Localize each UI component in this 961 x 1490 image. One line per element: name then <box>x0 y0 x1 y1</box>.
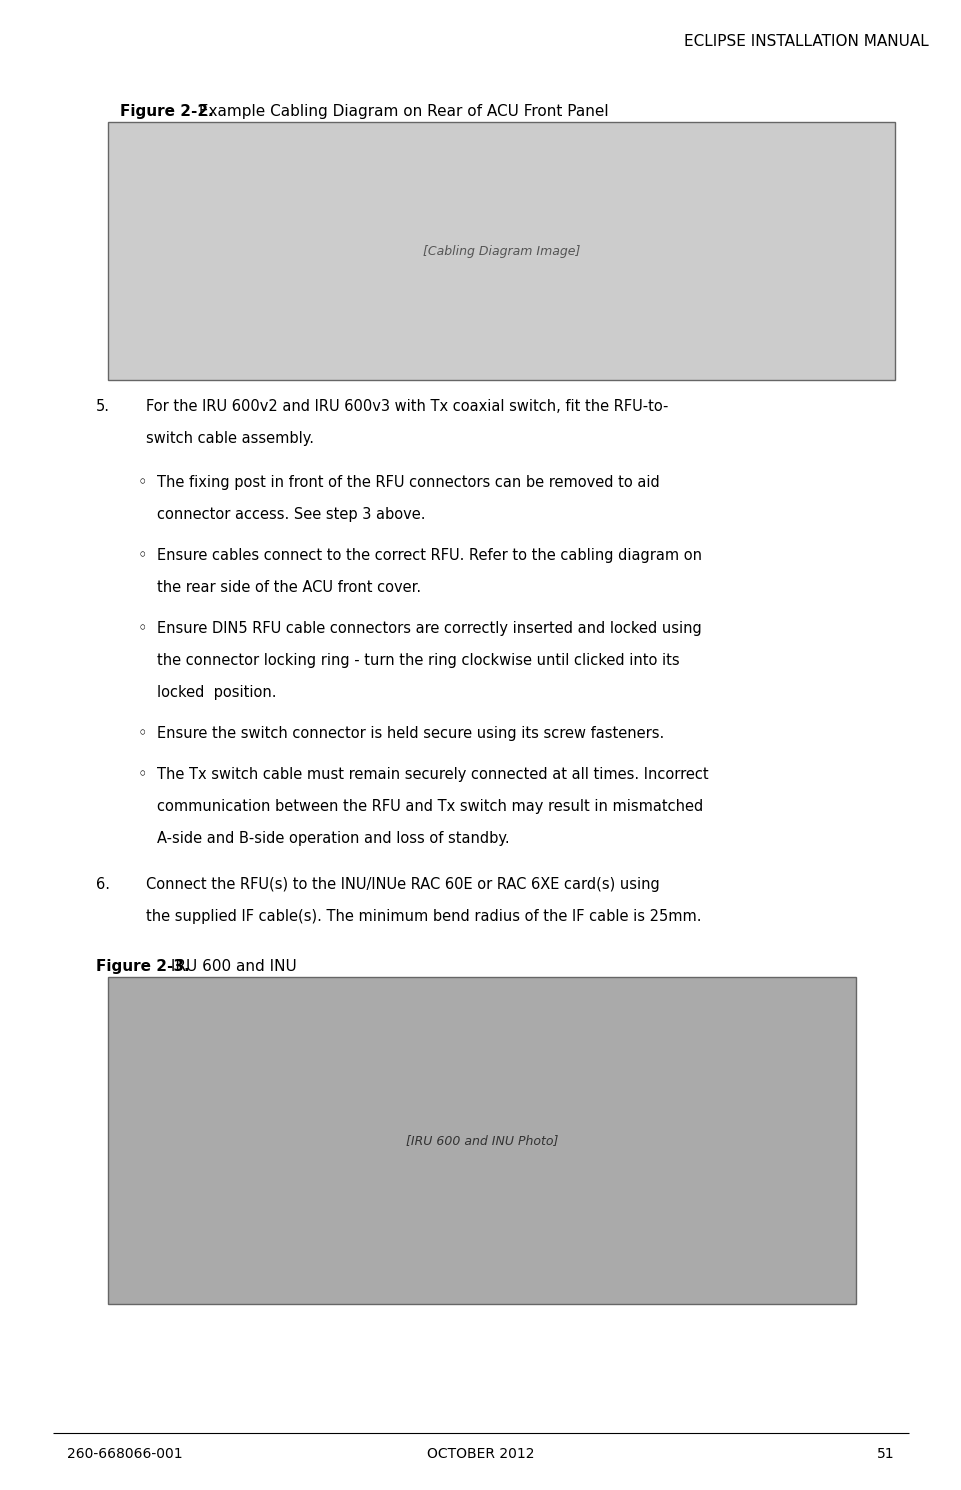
Text: the supplied IF cable(s). The minimum bend radius of the IF cable is 25mm.: the supplied IF cable(s). The minimum be… <box>146 909 701 924</box>
Text: ◦: ◦ <box>137 621 147 636</box>
Text: ◦: ◦ <box>137 767 147 782</box>
Text: Ensure the switch connector is held secure using its screw fasteners.: Ensure the switch connector is held secu… <box>157 727 663 742</box>
Text: Ensure DIN5 RFU cable connectors are correctly inserted and locked using: Ensure DIN5 RFU cable connectors are cor… <box>157 621 701 636</box>
Text: ECLIPSE INSTALLATION MANUAL: ECLIPSE INSTALLATION MANUAL <box>683 34 927 49</box>
Text: ◦: ◦ <box>137 475 147 490</box>
Text: locked  position.: locked position. <box>157 685 276 700</box>
Text: [IRU 600 and INU Photo]: [IRU 600 and INU Photo] <box>406 1134 557 1147</box>
Bar <box>108 122 894 380</box>
Text: The fixing post in front of the RFU connectors can be removed to aid: The fixing post in front of the RFU conn… <box>157 475 659 490</box>
Text: ◦: ◦ <box>137 727 147 742</box>
Text: switch cable assembly.: switch cable assembly. <box>146 432 314 447</box>
Text: [Cabling Diagram Image]: [Cabling Diagram Image] <box>422 244 579 258</box>
Text: connector access. See step 3 above.: connector access. See step 3 above. <box>157 507 425 523</box>
Text: IRU 600 and INU: IRU 600 and INU <box>166 960 297 974</box>
Text: Connect the RFU(s) to the INU/INUe RAC 60E or RAC 6XE card(s) using: Connect the RFU(s) to the INU/INUe RAC 6… <box>146 878 659 893</box>
Text: For the IRU 600v2 and IRU 600v3 with Tx coaxial switch, fit the RFU-to-: For the IRU 600v2 and IRU 600v3 with Tx … <box>146 399 668 414</box>
Text: 5.: 5. <box>96 399 111 414</box>
Text: Figure 2-2.: Figure 2-2. <box>120 104 213 119</box>
Text: ◦: ◦ <box>137 548 147 563</box>
Text: Figure 2-3.: Figure 2-3. <box>96 960 189 974</box>
Text: The Tx switch cable must remain securely connected at all times. Incorrect: The Tx switch cable must remain securely… <box>157 767 707 782</box>
Text: the connector locking ring - turn the ring clockwise until clicked into its: the connector locking ring - turn the ri… <box>157 654 678 669</box>
Text: communication between the RFU and Tx switch may result in mismatched: communication between the RFU and Tx swi… <box>157 800 702 815</box>
Text: Ensure cables connect to the correct RFU. Refer to the cabling diagram on: Ensure cables connect to the correct RFU… <box>157 548 702 563</box>
Text: OCTOBER 2012: OCTOBER 2012 <box>427 1447 534 1460</box>
Text: Example Cabling Diagram on Rear of ACU Front Panel: Example Cabling Diagram on Rear of ACU F… <box>194 104 608 119</box>
Text: 51: 51 <box>876 1447 894 1460</box>
Text: 6.: 6. <box>96 878 111 893</box>
Bar <box>108 977 855 1305</box>
Text: the rear side of the ACU front cover.: the rear side of the ACU front cover. <box>157 581 421 596</box>
Text: A-side and B-side operation and loss of standby.: A-side and B-side operation and loss of … <box>157 831 509 846</box>
Text: 260-668066-001: 260-668066-001 <box>67 1447 183 1460</box>
